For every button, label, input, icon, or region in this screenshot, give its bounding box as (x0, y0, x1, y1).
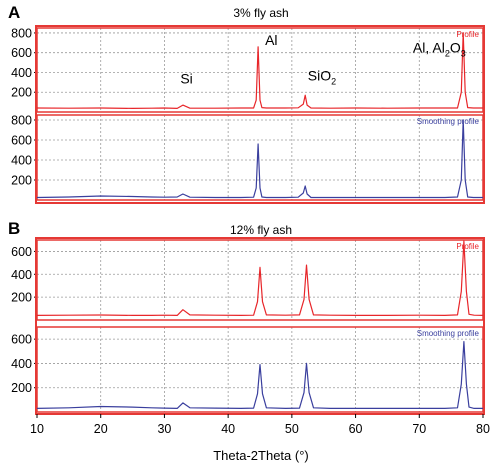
subplot-smoothing: 200 400 600 Smoothing profile (11, 326, 484, 413)
y-tick-label: 800 (11, 114, 32, 128)
peak-annotation: Al (265, 32, 277, 48)
panel-frame (35, 237, 485, 415)
series-line-smoothing (36, 119, 483, 199)
x-tick-label: 10 (30, 422, 44, 436)
x-tick-label: 20 (94, 422, 108, 436)
subplot-profile: 200 400 600 800 Profile (11, 26, 484, 113)
x-axis-label: Theta-2Theta (°) (213, 448, 309, 463)
series-label: Smoothing profile (417, 329, 480, 338)
y-tick-label: 200 (11, 291, 32, 305)
subplot-smoothing: 200 400 600 800 Smoothing profile (11, 114, 484, 201)
peak-annotation: Al, Al2O3 (413, 40, 466, 59)
y-tick-label: 200 (11, 174, 32, 188)
y-tick-label: 800 (11, 26, 32, 40)
series-label: Smoothing profile (417, 117, 480, 126)
x-tick-label: 30 (157, 422, 171, 436)
x-tick-label: 40 (221, 422, 235, 436)
panel-letter: A (8, 3, 20, 22)
y-tick-label: 400 (11, 357, 32, 371)
y-tick-label: 600 (11, 134, 32, 148)
y-tick-label: 400 (11, 66, 32, 80)
y-tick-label: 200 (11, 381, 32, 395)
panel-letter: B (8, 219, 20, 238)
x-tick-label: 60 (349, 422, 363, 436)
panel-title: 3% fly ash (233, 6, 288, 20)
series-line-smoothing (36, 341, 483, 409)
series-line-profile (36, 240, 484, 316)
peak-annotation: SiO2 (308, 67, 336, 86)
y-tick-label: 200 (11, 86, 32, 100)
x-tick-label: 80 (476, 422, 490, 436)
panel-a: A 3% fly ash 200 400 600 800 Profile 200 400 600 8… (8, 3, 485, 204)
x-tick-label: 50 (285, 422, 299, 436)
y-tick-label: 600 (11, 333, 32, 347)
y-tick-label: 400 (11, 268, 32, 282)
series-line-profile (36, 32, 483, 110)
x-axis: 10 20 30 40 50 60 70 80 (30, 414, 490, 436)
y-tick-label: 400 (11, 154, 32, 168)
subplot-profile: 200 400 600 Profile (11, 239, 484, 321)
series-label: Profile (456, 30, 479, 39)
subplot-frame (36, 239, 484, 321)
panel-title: 12% fly ash (230, 223, 292, 237)
peak-annotation: Si (180, 70, 192, 86)
y-tick-label: 600 (11, 46, 32, 60)
y-tick-label: 600 (11, 245, 32, 259)
x-tick-label: 70 (412, 422, 426, 436)
panel-b: B 12% fly ash 200 400 600 Profile 200 400 600 Smo… (8, 219, 485, 415)
panel-frame (35, 25, 485, 204)
series-label: Profile (456, 242, 479, 251)
